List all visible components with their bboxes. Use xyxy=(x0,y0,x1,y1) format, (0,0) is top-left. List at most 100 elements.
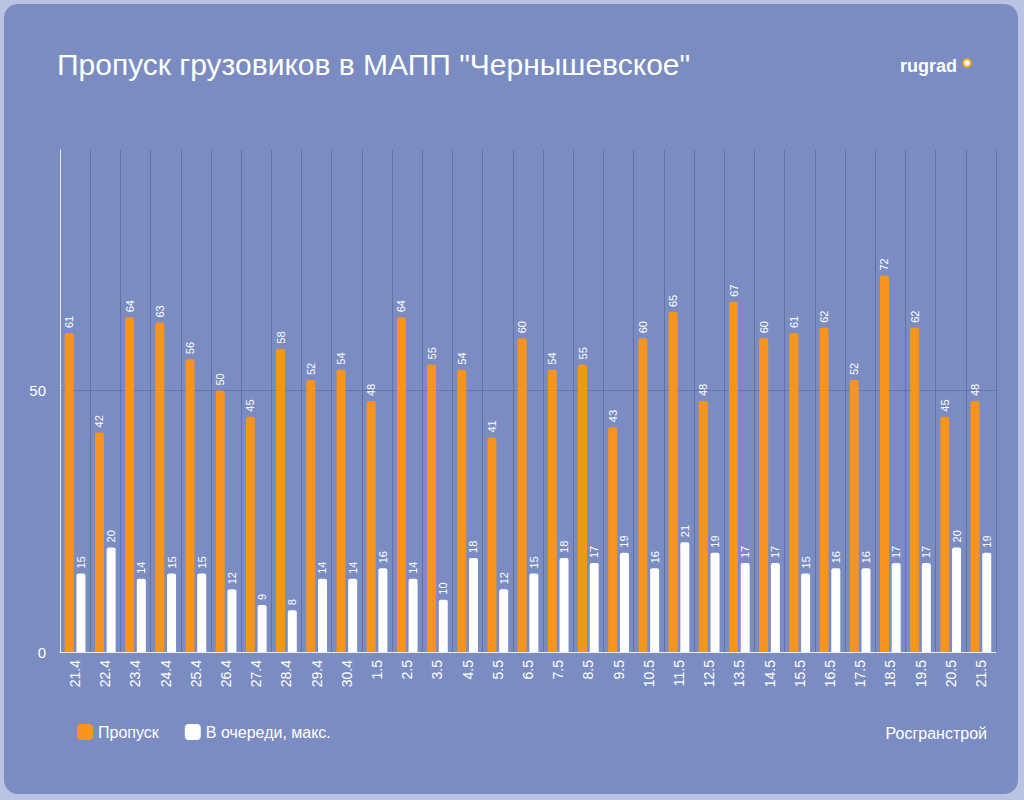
svg-text:45: 45 xyxy=(939,399,951,411)
svg-text:52: 52 xyxy=(848,363,860,375)
svg-text:21.4: 21.4 xyxy=(67,660,83,687)
svg-text:48: 48 xyxy=(697,384,709,396)
svg-text:15: 15 xyxy=(75,556,87,568)
svg-text:54: 54 xyxy=(456,352,468,364)
svg-text:62: 62 xyxy=(818,311,830,323)
svg-text:10: 10 xyxy=(437,582,449,594)
svg-text:62: 62 xyxy=(909,311,921,323)
svg-text:16: 16 xyxy=(377,551,389,563)
svg-text:22.4: 22.4 xyxy=(97,660,113,687)
svg-text:18: 18 xyxy=(558,541,570,553)
svg-text:58: 58 xyxy=(275,331,287,343)
svg-text:23.4: 23.4 xyxy=(127,660,143,687)
svg-text:18.5: 18.5 xyxy=(882,660,898,687)
svg-text:60: 60 xyxy=(758,321,770,333)
svg-text:42: 42 xyxy=(93,415,105,427)
svg-text:15.5: 15.5 xyxy=(792,660,808,687)
svg-text:24.4: 24.4 xyxy=(158,660,174,687)
svg-text:43: 43 xyxy=(607,410,619,422)
svg-text:60: 60 xyxy=(637,321,649,333)
svg-text:5.5: 5.5 xyxy=(490,660,506,680)
svg-text:50: 50 xyxy=(214,373,226,385)
svg-text:60: 60 xyxy=(516,321,528,333)
svg-text:7.5: 7.5 xyxy=(550,660,566,680)
svg-text:1.5: 1.5 xyxy=(369,660,385,680)
svg-text:15: 15 xyxy=(800,556,812,568)
svg-text:2.5: 2.5 xyxy=(399,660,415,680)
svg-text:10.5: 10.5 xyxy=(641,660,657,687)
svg-text:21: 21 xyxy=(679,525,691,537)
svg-text:54: 54 xyxy=(546,352,558,364)
svg-text:15: 15 xyxy=(166,556,178,568)
svg-text:rugrad: rugrad xyxy=(900,56,957,76)
svg-text:4.5: 4.5 xyxy=(460,660,476,680)
svg-text:29.4: 29.4 xyxy=(309,660,325,687)
svg-text:Пропуск грузовиков в МАПП "Чер: Пропуск грузовиков в МАПП "Чернышевское" xyxy=(57,48,690,81)
svg-text:48: 48 xyxy=(969,384,981,396)
svg-text:20.5: 20.5 xyxy=(943,660,959,687)
svg-text:14: 14 xyxy=(347,562,359,574)
svg-text:8: 8 xyxy=(286,599,298,605)
svg-text:50: 50 xyxy=(29,382,46,399)
svg-text:65: 65 xyxy=(667,295,679,307)
svg-text:15: 15 xyxy=(528,556,540,568)
svg-text:64: 64 xyxy=(124,300,136,312)
svg-text:20: 20 xyxy=(105,530,117,542)
svg-text:45: 45 xyxy=(244,399,256,411)
svg-text:30.4: 30.4 xyxy=(339,660,355,687)
svg-text:14: 14 xyxy=(407,562,419,574)
svg-text:14.5: 14.5 xyxy=(762,660,778,687)
svg-text:63: 63 xyxy=(154,305,166,317)
svg-text:12.5: 12.5 xyxy=(701,660,717,687)
svg-text:17: 17 xyxy=(920,546,932,558)
svg-text:14: 14 xyxy=(316,562,328,574)
svg-text:14: 14 xyxy=(135,562,147,574)
svg-text:17: 17 xyxy=(890,546,902,558)
svg-text:64: 64 xyxy=(395,300,407,312)
svg-text:67: 67 xyxy=(728,284,740,296)
svg-text:12: 12 xyxy=(498,572,510,584)
svg-text:В очереди, макс.: В очереди, макс. xyxy=(206,724,331,741)
svg-text:52: 52 xyxy=(305,363,317,375)
svg-text:19.5: 19.5 xyxy=(913,660,929,687)
svg-text:16: 16 xyxy=(830,551,842,563)
svg-text:19: 19 xyxy=(618,535,630,547)
svg-text:Росгранстрой: Росгранстрой xyxy=(886,725,987,742)
svg-text:16: 16 xyxy=(860,551,872,563)
svg-text:20: 20 xyxy=(951,530,963,542)
svg-text:17: 17 xyxy=(588,546,600,558)
svg-text:6.5: 6.5 xyxy=(520,660,536,680)
svg-text:72: 72 xyxy=(878,258,890,270)
svg-text:13.5: 13.5 xyxy=(731,660,747,687)
svg-text:48: 48 xyxy=(365,384,377,396)
svg-text:17.5: 17.5 xyxy=(852,660,868,687)
svg-text:9: 9 xyxy=(256,594,268,600)
svg-text:16: 16 xyxy=(649,551,661,563)
svg-text:21.5: 21.5 xyxy=(973,660,989,687)
svg-text:3.5: 3.5 xyxy=(429,660,445,680)
svg-text:56: 56 xyxy=(184,342,196,354)
svg-text:54: 54 xyxy=(335,352,347,364)
svg-text:17: 17 xyxy=(739,546,751,558)
svg-text:27.4: 27.4 xyxy=(248,660,264,687)
svg-text:9.5: 9.5 xyxy=(611,660,627,680)
svg-text:0: 0 xyxy=(38,644,46,661)
svg-text:25.4: 25.4 xyxy=(188,660,204,687)
svg-text:61: 61 xyxy=(788,316,800,328)
svg-text:19: 19 xyxy=(981,535,993,547)
svg-text:Пропуск: Пропуск xyxy=(98,724,160,741)
svg-text:12: 12 xyxy=(226,572,238,584)
svg-text:28.4: 28.4 xyxy=(278,660,294,687)
svg-text:41: 41 xyxy=(486,420,498,432)
svg-text:8.5: 8.5 xyxy=(580,660,596,680)
svg-text:55: 55 xyxy=(426,347,438,359)
svg-text:11.5: 11.5 xyxy=(671,660,687,686)
svg-text:26.4: 26.4 xyxy=(218,660,234,687)
svg-text:15: 15 xyxy=(196,556,208,568)
svg-text:55: 55 xyxy=(577,347,589,359)
svg-text:17: 17 xyxy=(769,546,781,558)
svg-text:18: 18 xyxy=(467,541,479,553)
svg-text:61: 61 xyxy=(63,316,75,328)
svg-text:16.5: 16.5 xyxy=(822,660,838,687)
svg-text:19: 19 xyxy=(709,535,721,547)
